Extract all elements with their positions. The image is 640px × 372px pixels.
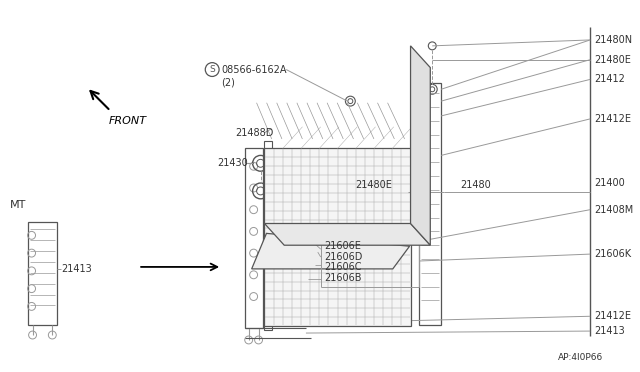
Bar [264, 141, 273, 330]
Bar [28, 222, 57, 325]
Bar [264, 148, 410, 326]
Polygon shape [252, 233, 410, 269]
Text: 21412E: 21412E [594, 114, 631, 124]
Text: 21408M: 21408M [594, 205, 634, 215]
Text: 21606D: 21606D [324, 252, 363, 262]
Text: 21606B: 21606B [324, 273, 362, 283]
Text: AP:4I0P66: AP:4I0P66 [557, 353, 603, 362]
Text: 08566-6162A: 08566-6162A [221, 65, 287, 74]
Text: 21606C: 21606C [324, 262, 362, 272]
Text: MT: MT [10, 200, 26, 210]
Text: 21430: 21430 [217, 158, 248, 168]
Text: 21606K: 21606K [594, 249, 631, 259]
Text: 21413: 21413 [594, 326, 625, 336]
Text: 21480: 21480 [460, 180, 491, 190]
Text: 21480N: 21480N [594, 35, 632, 45]
Text: FRONT: FRONT [109, 116, 147, 126]
Bar [244, 148, 262, 328]
Text: 21413: 21413 [61, 264, 92, 274]
Text: 21400: 21400 [594, 178, 625, 188]
Text: S: S [209, 65, 215, 74]
Text: 21412E: 21412E [594, 311, 631, 321]
Text: 21606E: 21606E [324, 241, 362, 251]
Text: 21412: 21412 [594, 74, 625, 84]
Polygon shape [410, 46, 430, 245]
Text: 21480E: 21480E [355, 180, 392, 190]
Text: 21488D: 21488D [235, 128, 273, 138]
Polygon shape [264, 224, 430, 245]
Text: 21480E: 21480E [594, 55, 631, 65]
Bar [419, 83, 441, 325]
Text: (2): (2) [221, 77, 235, 87]
